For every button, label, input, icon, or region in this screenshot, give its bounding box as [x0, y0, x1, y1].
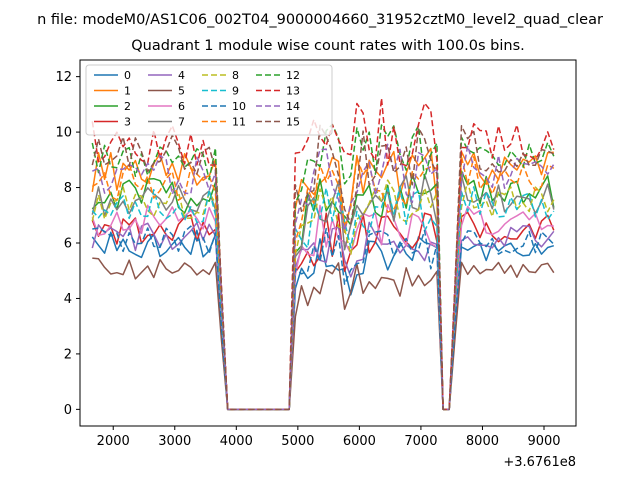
x-tick-label: 7000	[404, 434, 437, 449]
x-offset-text: +3.6761e8	[503, 455, 576, 470]
x-tick-label: 2000	[97, 434, 130, 449]
y-tick-label: 6	[64, 237, 72, 252]
x-tick-label: 3000	[158, 434, 191, 449]
y-tick-label: 0	[64, 403, 72, 418]
legend-label-6: 6	[178, 100, 185, 113]
series-layer	[91, 97, 555, 411]
y-tick-label: 12	[55, 70, 72, 85]
series-line-1	[91, 147, 554, 411]
legend-box	[85, 64, 333, 136]
series-line-4	[91, 221, 555, 411]
series-line-8	[91, 179, 555, 411]
legend-label-8: 8	[232, 69, 239, 82]
legend-label-4: 4	[178, 69, 185, 82]
y-tick-label: 2	[64, 347, 72, 362]
y-axis: 0 2 4 6 8 10 12	[55, 70, 80, 418]
x-tick-label: 5000	[281, 434, 314, 449]
chart-suptitle: n file: modeM0/AS1C06_002T04_9000004660_…	[37, 12, 603, 28]
legend-label-13: 13	[286, 85, 300, 98]
legend-label-12: 12	[286, 69, 300, 82]
legend-label-0: 0	[124, 69, 131, 82]
series-line-11	[91, 155, 555, 411]
series-line-10	[92, 225, 555, 411]
x-tick-label: 4000	[220, 434, 253, 449]
x-axis: 2000 3000 4000 5000 6000 7000 8000 9000	[97, 426, 561, 449]
chart-title: Quadrant 1 module wise count rates with …	[131, 38, 525, 54]
x-tick-label: 8000	[466, 434, 499, 449]
legend-label-11: 11	[232, 116, 246, 129]
series-line-14	[91, 143, 555, 411]
legend-label-5: 5	[178, 85, 185, 98]
y-tick-label: 8	[64, 181, 72, 196]
series-line-2	[91, 170, 555, 411]
legend-label-7: 7	[178, 116, 185, 129]
legend-label-10: 10	[232, 100, 246, 113]
y-tick-label: 10	[55, 126, 72, 141]
series-line-6	[91, 203, 554, 411]
y-tick-label: 4	[64, 292, 72, 307]
series-line-9	[91, 185, 555, 411]
series-line-3	[91, 211, 555, 411]
legend-label-15: 15	[286, 116, 300, 129]
x-tick-label: 9000	[527, 434, 560, 449]
legend-label-3: 3	[124, 116, 131, 129]
legend-label-14: 14	[286, 100, 300, 113]
legend-label-2: 2	[124, 100, 131, 113]
legend-label-1: 1	[124, 85, 131, 98]
legend-label-9: 9	[232, 85, 239, 98]
x-tick-label: 6000	[343, 434, 376, 449]
series-line-7	[91, 173, 555, 411]
series-line-5	[92, 257, 555, 411]
